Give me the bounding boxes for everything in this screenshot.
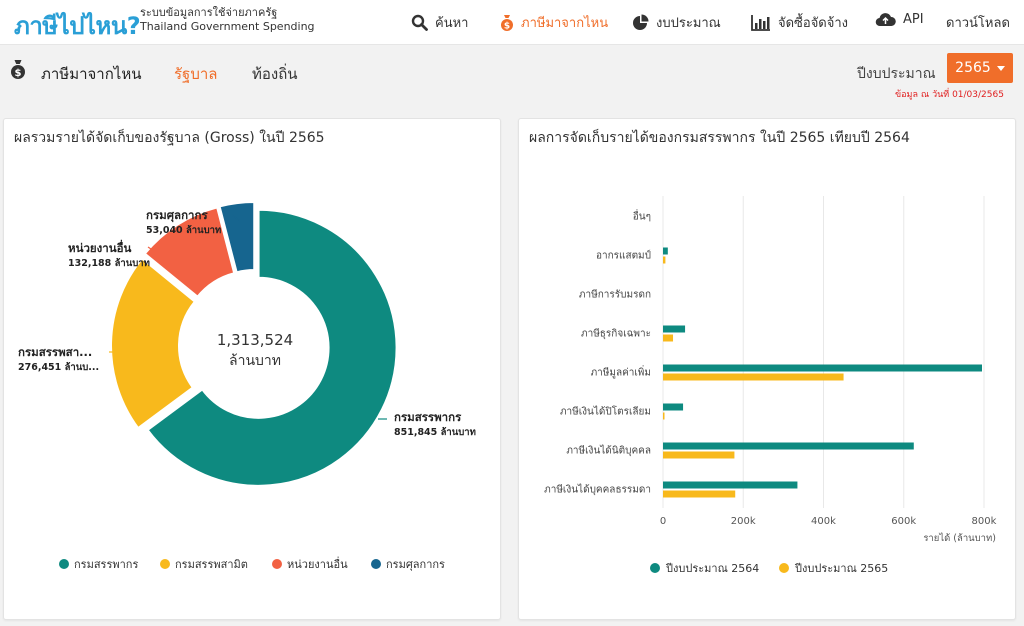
- legend-marker: [160, 559, 170, 569]
- bar: [663, 325, 686, 333]
- y-category-label: อากรแสตมป์: [596, 250, 651, 262]
- legend-marker: [650, 563, 660, 573]
- nav-budget[interactable]: งบประมาณ: [632, 12, 721, 33]
- donut-label-connector: [231, 214, 241, 222]
- legend-label: กรมศุลกากร: [386, 558, 445, 571]
- x-tick-label: 600k: [891, 516, 916, 527]
- y-category-label: ภาษีเงินได้นิติบุคคล: [566, 445, 651, 457]
- page-title: ภาษีมาจากไหน: [41, 65, 142, 83]
- nav-tax-source[interactable]: $ ภาษีมาจากไหน: [500, 12, 608, 33]
- legend-marker: [779, 563, 789, 573]
- legend-label: ปีงบประมาณ 2564: [665, 562, 759, 575]
- nav-download-label: ดาวน์โหลด: [946, 16, 1010, 31]
- donut-chart-title: ผลรวมรายได้จัดเก็บของรัฐบาล (Gross) ในปี…: [14, 130, 325, 146]
- legend-label: ปีงบประมาณ 2565: [794, 562, 888, 575]
- bar: [663, 364, 982, 372]
- legend-label: กรมสรรพสามิต: [175, 558, 248, 571]
- legend-marker: [59, 559, 69, 569]
- x-axis-title: รายได้ (ล้านบาท): [923, 532, 996, 544]
- site-subtitle: ระบบข้อมูลการใช้จ่ายภาครัฐ Thailand Gove…: [140, 6, 315, 34]
- legend-marker: [371, 559, 381, 569]
- donut-slice-value: 53,040 ล้านบาท: [146, 224, 221, 236]
- donut-slice-value: 276,451 ล้านบ...: [18, 361, 99, 373]
- y-category-label: ภาษีธุรกิจเฉพาะ: [581, 328, 651, 340]
- money-bag-icon: $: [501, 15, 513, 32]
- bar: [663, 451, 735, 459]
- bar: [663, 442, 914, 450]
- bar: [663, 334, 674, 342]
- pie-chart-icon: [633, 14, 649, 30]
- nav-procurement[interactable]: จัดซื้อจัดจ้าง: [751, 12, 848, 33]
- nav-procurement-label: จัดซื้อจัดจ้าง: [778, 16, 849, 31]
- nav-api[interactable]: API: [875, 12, 924, 27]
- money-bag-icon: $: [11, 60, 25, 79]
- donut-slice: [110, 257, 197, 430]
- revenue-donut-card: ผลรวมรายได้จัดเก็บของรัฐบาล (Gross) ในปี…: [3, 118, 501, 620]
- x-tick-label: 800k: [972, 516, 997, 527]
- donut-label-connector: [147, 246, 155, 252]
- svg-text:$: $: [15, 68, 22, 79]
- bar: [663, 481, 798, 489]
- y-category-label: ภาษีการรับมรดก: [579, 289, 651, 301]
- fiscal-year-dropdown[interactable]: 2565: [947, 53, 1013, 83]
- site-logo[interactable]: ภาษีไปไหน?: [14, 12, 141, 40]
- nav-tax-source-label: ภาษีมาจากไหน: [521, 16, 609, 31]
- bar-chart-icon: [751, 15, 770, 31]
- legend-label: หน่วยงานอื่น: [287, 556, 348, 571]
- bar: [663, 256, 666, 264]
- bar: [663, 490, 736, 498]
- donut-slice-label: หน่วยงานอื่น: [68, 239, 131, 255]
- donut-center-unit: ล้านบาท: [229, 353, 281, 369]
- nav-api-label: API: [903, 12, 924, 27]
- fiscal-year-label: ปีงบประมาณ: [857, 66, 936, 82]
- search-icon: [411, 14, 428, 31]
- donut-slice-value: 851,845 ล้านบาท: [394, 426, 476, 438]
- site-subtitle-en: Thailand Government Spending: [140, 20, 315, 33]
- nav-search-label: ค้นหา: [435, 16, 469, 31]
- donut-slice: [146, 208, 398, 487]
- y-category-label: อื่นๆ: [633, 209, 651, 223]
- data-as-of-note: ข้อมูล ณ วันที่ 01/03/2565: [895, 90, 1004, 100]
- sub-navbar: $ ภาษีมาจากไหน รัฐบาล ท้องถิ่น ปีงบประมา…: [0, 45, 1024, 105]
- bar-chart-title: ผลการจัดเก็บรายได้ของกรมสรรพากร ในปี 256…: [529, 130, 910, 146]
- fiscal-year-value: 2565: [955, 60, 991, 76]
- y-category-label: ภาษีมูลค่าเพิ่ม: [591, 365, 651, 379]
- svg-text:$: $: [504, 22, 510, 32]
- legend-label: กรมสรรพากร: [74, 558, 138, 571]
- bar: [663, 373, 844, 381]
- donut-slice: [143, 206, 236, 299]
- bar: [663, 247, 668, 255]
- donut-slice-label: กรมสรรพากร: [394, 410, 462, 424]
- revenue-department-bar-card: ผลการจัดเก็บรายได้ของกรมสรรพากร ในปี 256…: [518, 118, 1016, 620]
- donut-chart: กรมสรรพากร 851,845 ล้านบาท กรมสรรพสา... 276…: [18, 201, 476, 571]
- donut-slice-value: 132,188 ล้านบาท: [68, 257, 150, 269]
- nav-download[interactable]: ดาวน์โหลด: [946, 12, 1010, 33]
- x-tick-label: 400k: [811, 516, 836, 527]
- nav-search[interactable]: ค้นหา: [411, 12, 468, 33]
- top-navbar: ภาษีไปไหน? ระบบข้อมูลการใช้จ่ายภาครัฐ Th…: [0, 0, 1024, 45]
- chevron-down-icon: [996, 65, 1005, 71]
- donut-slice-label: กรมสรรพสา...: [18, 345, 92, 359]
- y-category-label: ภาษีเงินได้บุคคลธรรมดา: [544, 484, 651, 496]
- cloud-icon: [875, 13, 896, 27]
- x-tick-label: 0: [660, 516, 666, 527]
- nav-budget-label: งบประมาณ: [656, 16, 721, 31]
- tab-government[interactable]: รัฐบาล: [174, 65, 218, 83]
- bar: [663, 403, 684, 411]
- x-tick-label: 200k: [731, 516, 756, 527]
- donut-center-total: 1,313,524: [217, 331, 293, 349]
- site-subtitle-th: ระบบข้อมูลการใช้จ่ายภาครัฐ: [140, 6, 278, 19]
- tab-local[interactable]: ท้องถิ่น: [252, 65, 298, 83]
- donut-slice: [218, 201, 256, 274]
- y-category-label: ภาษีเงินได้ปิโตรเลียม: [560, 405, 651, 418]
- bar-chart: 0 200k 400k 600k 800k รายได้ (ล้านบาท) อื่นๆอา…: [544, 196, 997, 575]
- bar: [663, 412, 665, 420]
- legend-marker: [272, 559, 282, 569]
- donut-slice-label: กรมศุลกากร: [146, 208, 208, 223]
